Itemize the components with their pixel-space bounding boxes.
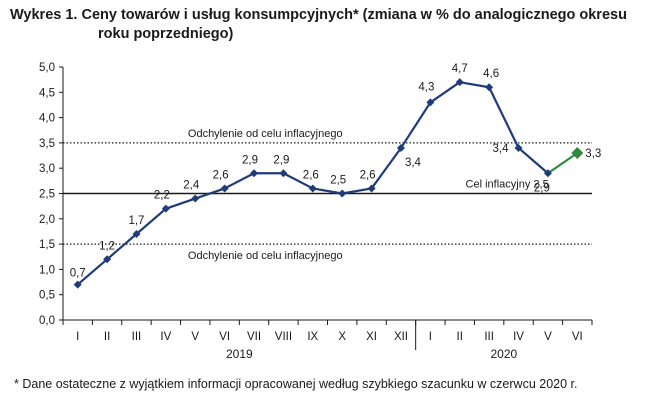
data-label: 2,6 bbox=[360, 169, 376, 181]
data-point bbox=[250, 169, 259, 178]
y-tick-label: 2,5 bbox=[39, 189, 55, 201]
data-point bbox=[514, 143, 523, 152]
y-tick-label: 2,0 bbox=[39, 214, 55, 226]
x-tick-label: X bbox=[338, 331, 346, 343]
data-point bbox=[571, 147, 584, 160]
target-label: Cel inflacyjny 2,5 bbox=[466, 179, 549, 191]
data-label: 0,7 bbox=[70, 268, 86, 280]
chart-title-line1: Wykres 1. Ceny towarów i usług konsumpcy… bbox=[10, 7, 627, 23]
data-label: 1,7 bbox=[128, 215, 144, 227]
data-label: 2,9 bbox=[242, 154, 258, 166]
y-tick-label: 0,5 bbox=[39, 290, 55, 302]
deviation-label: Odchylenie od celu inflacyjnego bbox=[188, 250, 343, 262]
data-label: 2,6 bbox=[303, 169, 319, 181]
x-tick-label: VII bbox=[247, 331, 261, 343]
y-tick-label: 0,0 bbox=[39, 315, 55, 327]
data-label: 2,4 bbox=[183, 180, 200, 192]
data-label: 4,7 bbox=[452, 63, 468, 75]
data-point bbox=[396, 143, 405, 152]
x-tick-label: VIII bbox=[275, 331, 292, 343]
x-tick-label: XII bbox=[394, 331, 408, 343]
x-tick-label: IX bbox=[307, 331, 318, 343]
data-point bbox=[161, 204, 170, 213]
data-point bbox=[485, 83, 494, 92]
data-label: 3,4 bbox=[405, 157, 422, 169]
y-tick-label: 1,0 bbox=[39, 264, 55, 276]
data-point bbox=[220, 184, 229, 193]
y-tick-label: 4,5 bbox=[39, 87, 55, 99]
chart-title-line2: roku poprzedniego) bbox=[98, 26, 234, 42]
y-tick-label: 1,5 bbox=[39, 239, 55, 251]
data-label: 3,3 bbox=[585, 148, 601, 160]
data-point bbox=[543, 169, 552, 178]
data-label: 2,9 bbox=[273, 154, 289, 166]
data-point bbox=[338, 189, 347, 198]
flash-estimate-segment bbox=[547, 152, 578, 175]
deviation-label: Odchylenie od celu inflacyjnego bbox=[188, 128, 343, 140]
data-point bbox=[426, 98, 435, 107]
data-label: 3,4 bbox=[493, 143, 510, 155]
data-point bbox=[103, 255, 112, 264]
data-label: 2,2 bbox=[154, 190, 170, 202]
data-point bbox=[191, 194, 200, 203]
y-tick-label: 3,0 bbox=[39, 163, 55, 175]
y-tick-label: 3,5 bbox=[39, 138, 55, 150]
chart-title: Wykres 1. Ceny towarów i usług konsumpcy… bbox=[10, 6, 640, 44]
x-tick-label: VI bbox=[572, 331, 583, 343]
data-label: 2,5 bbox=[330, 175, 346, 187]
x-tick-label: I bbox=[76, 331, 79, 343]
x-tick-label: V bbox=[544, 331, 552, 343]
data-label: 1,2 bbox=[99, 240, 115, 252]
data-point bbox=[455, 78, 464, 87]
data-label: 2,6 bbox=[213, 169, 229, 181]
x-tick-label: I bbox=[429, 331, 432, 343]
year-label: 2020 bbox=[490, 347, 517, 361]
x-tick-label: III bbox=[132, 331, 142, 343]
x-tick-label: II bbox=[457, 331, 463, 343]
data-point bbox=[308, 184, 317, 193]
data-point bbox=[367, 184, 376, 193]
data-label: 4,6 bbox=[483, 68, 499, 80]
footnote: * Dane ostateczne z wyjątkiem informacji… bbox=[14, 377, 578, 391]
x-tick-label: VI bbox=[219, 331, 230, 343]
year-label: 2019 bbox=[226, 347, 253, 361]
data-point bbox=[132, 229, 141, 238]
x-tick-label: III bbox=[484, 331, 494, 343]
y-tick-label: 4,0 bbox=[39, 113, 55, 125]
x-tick-label: IV bbox=[160, 331, 171, 343]
data-point bbox=[73, 280, 82, 289]
data-point bbox=[279, 169, 288, 178]
x-tick-label: V bbox=[191, 331, 199, 343]
y-tick-label: 5,0 bbox=[39, 62, 55, 74]
x-tick-label: XI bbox=[366, 331, 377, 343]
x-tick-label: II bbox=[104, 331, 110, 343]
x-tick-label: IV bbox=[513, 331, 524, 343]
data-label: 2,9 bbox=[534, 182, 550, 194]
data-label: 4,3 bbox=[418, 81, 434, 93]
